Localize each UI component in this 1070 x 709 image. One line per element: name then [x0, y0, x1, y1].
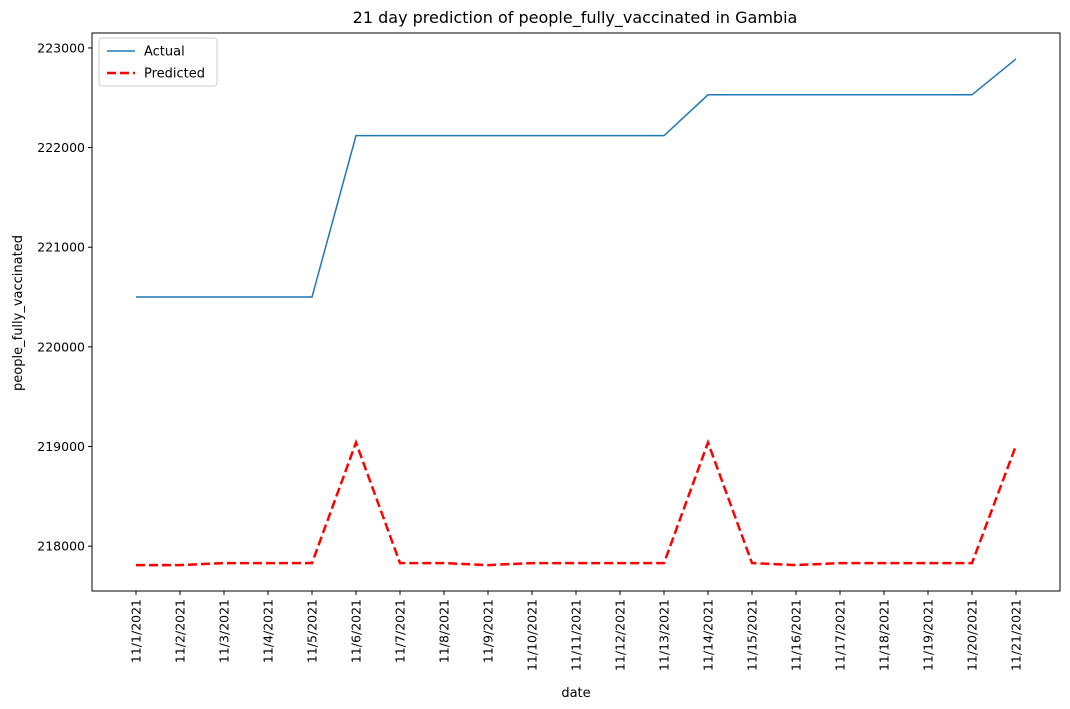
series-line-predicted: [136, 438, 1018, 567]
series-line-actual: [136, 58, 1017, 298]
x-tick-label: 11/12/2021: [613, 599, 628, 671]
x-tick-label: 11/7/2021: [393, 599, 408, 663]
y-tick-label: 218000: [37, 539, 85, 554]
x-tick-label: 11/6/2021: [349, 599, 364, 663]
x-tick-label: 11/5/2021: [305, 599, 320, 663]
x-tick-label: 11/14/2021: [701, 599, 716, 671]
x-tick-label: 11/21/2021: [1009, 599, 1024, 671]
x-tick-label: 11/20/2021: [965, 599, 980, 671]
y-tick-label: 221000: [37, 240, 85, 255]
series-layer: [136, 58, 1018, 567]
x-tick-label: 11/8/2021: [437, 599, 452, 663]
x-tick-label: 11/1/2021: [129, 599, 144, 663]
y-axis: 218000 219000 220000 221000 222000 223000: [37, 40, 92, 554]
x-tick-label: 11/10/2021: [525, 599, 540, 671]
x-tick-label: 11/19/2021: [921, 599, 936, 671]
x-tick-label: 11/3/2021: [217, 599, 232, 663]
legend-label-actual: Actual: [144, 45, 185, 60]
legend: Actual Predicted: [98, 37, 218, 87]
x-axis: 11/1/2021 11/2/2021 11/3/2021 11/4/2021 11/5…: [129, 591, 1024, 671]
x-tick-label: 11/17/2021: [833, 599, 848, 671]
x-tick-label: 11/4/2021: [261, 599, 276, 663]
y-tick-label: 219000: [37, 439, 85, 454]
x-tick-label: 11/18/2021: [877, 599, 892, 671]
y-tick-label: 223000: [37, 40, 85, 55]
x-tick-label: 11/16/2021: [789, 599, 804, 671]
x-tick-label: 11/2/2021: [173, 599, 188, 663]
x-tick-label: 11/15/2021: [745, 599, 760, 671]
legend-label-predicted: Predicted: [144, 67, 205, 82]
plot-frame: [91, 32, 1061, 592]
y-tick-label: 222000: [37, 140, 85, 155]
x-tick-label: 11/13/2021: [657, 599, 672, 671]
x-tick-label: 11/9/2021: [481, 599, 496, 663]
x-tick-label: 11/11/2021: [569, 599, 584, 671]
plot-area: [91, 32, 1061, 592]
y-axis-label: people_fully_vaccinated: [11, 235, 26, 391]
y-tick-label: 220000: [37, 339, 85, 354]
x-axis-label: date: [561, 686, 590, 701]
chart-title: 21 day prediction of people_fully_vaccin…: [353, 8, 798, 28]
